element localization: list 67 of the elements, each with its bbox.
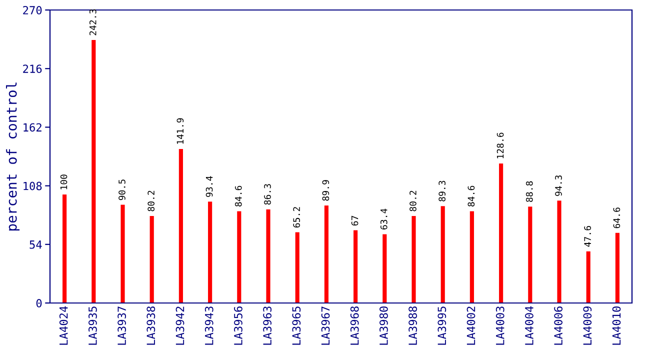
data-label: 89.9 bbox=[322, 180, 330, 201]
data-label: 100 bbox=[60, 174, 68, 190]
y-axis-title: percent of control bbox=[6, 82, 20, 230]
bar bbox=[557, 200, 562, 303]
x-tick-label: LA4002 bbox=[466, 306, 476, 345]
bar bbox=[499, 163, 504, 303]
data-label: 84.6 bbox=[234, 186, 242, 206]
data-label: 63.4 bbox=[380, 208, 388, 230]
y-tick-label: 270 bbox=[23, 6, 42, 14]
data-label: 84.6 bbox=[468, 186, 475, 206]
data-label: 80.2 bbox=[410, 190, 416, 212]
bar bbox=[266, 209, 270, 303]
data-label: 89.3 bbox=[438, 180, 446, 202]
bar bbox=[150, 216, 154, 303]
x-tick-label: LA4024 bbox=[59, 306, 68, 345]
y-tick-label: 162 bbox=[24, 123, 42, 132]
y-tick-label: 108 bbox=[24, 182, 42, 190]
x-tick-label: LA3963 bbox=[263, 306, 272, 345]
data-label: 64.6 bbox=[613, 208, 620, 228]
data-label: 47.6 bbox=[584, 226, 591, 247]
data-label: 128.6 bbox=[496, 132, 504, 158]
data-label: 65.2 bbox=[293, 207, 300, 228]
bar bbox=[120, 204, 125, 303]
data-label: 86.3 bbox=[264, 184, 271, 205]
x-tick-label: LA4004 bbox=[525, 306, 534, 345]
data-label: 93.4 bbox=[206, 176, 213, 197]
data-label: 80.2 bbox=[148, 190, 154, 212]
y-tick-label: 0 bbox=[36, 299, 42, 308]
bar bbox=[62, 194, 67, 303]
data-label: 67 bbox=[351, 216, 358, 226]
x-tick-label: LA3995 bbox=[438, 306, 446, 345]
x-tick-label: LA3942 bbox=[176, 306, 184, 345]
bar bbox=[440, 206, 445, 303]
x-tick-label: LA3956 bbox=[234, 306, 242, 345]
bar bbox=[586, 251, 590, 303]
bar bbox=[178, 149, 183, 303]
data-label: 90.5 bbox=[118, 180, 126, 200]
x-tick-label: LA3988 bbox=[408, 306, 418, 345]
bar bbox=[470, 211, 474, 303]
x-tick-label: LA3967 bbox=[321, 306, 330, 345]
bar bbox=[412, 216, 416, 303]
bar bbox=[615, 232, 620, 303]
bar bbox=[382, 234, 387, 303]
x-tick-label: LA4009 bbox=[583, 306, 592, 345]
bar bbox=[324, 205, 328, 303]
data-label: 242.3 bbox=[89, 9, 96, 36]
y-tick-label: 216 bbox=[23, 64, 42, 74]
x-tick-label: LA4006 bbox=[554, 306, 563, 345]
x-tick-label: LA3965 bbox=[292, 306, 301, 345]
x-tick-label: LA3980 bbox=[380, 306, 388, 345]
x-tick-label: LA3968 bbox=[350, 306, 359, 345]
bar bbox=[237, 211, 242, 303]
x-tick-label: LA3935 bbox=[88, 306, 97, 345]
data-label: 94.3 bbox=[555, 175, 562, 196]
bar bbox=[528, 206, 532, 303]
x-tick-label: LA3943 bbox=[204, 306, 214, 345]
y-tick-label: 54 bbox=[30, 240, 42, 249]
x-tick-label: LA3937 bbox=[118, 306, 126, 345]
bar bbox=[295, 232, 300, 303]
data-label: 88.8 bbox=[526, 181, 533, 202]
x-tick-label: LA4003 bbox=[496, 306, 504, 345]
x-tick-label: LA4010 bbox=[612, 306, 621, 345]
bar bbox=[208, 202, 212, 303]
x-tick-label: LA3938 bbox=[146, 306, 156, 345]
bar bbox=[354, 230, 358, 303]
bar bbox=[92, 40, 96, 303]
data-label: 141.9 bbox=[176, 118, 184, 144]
